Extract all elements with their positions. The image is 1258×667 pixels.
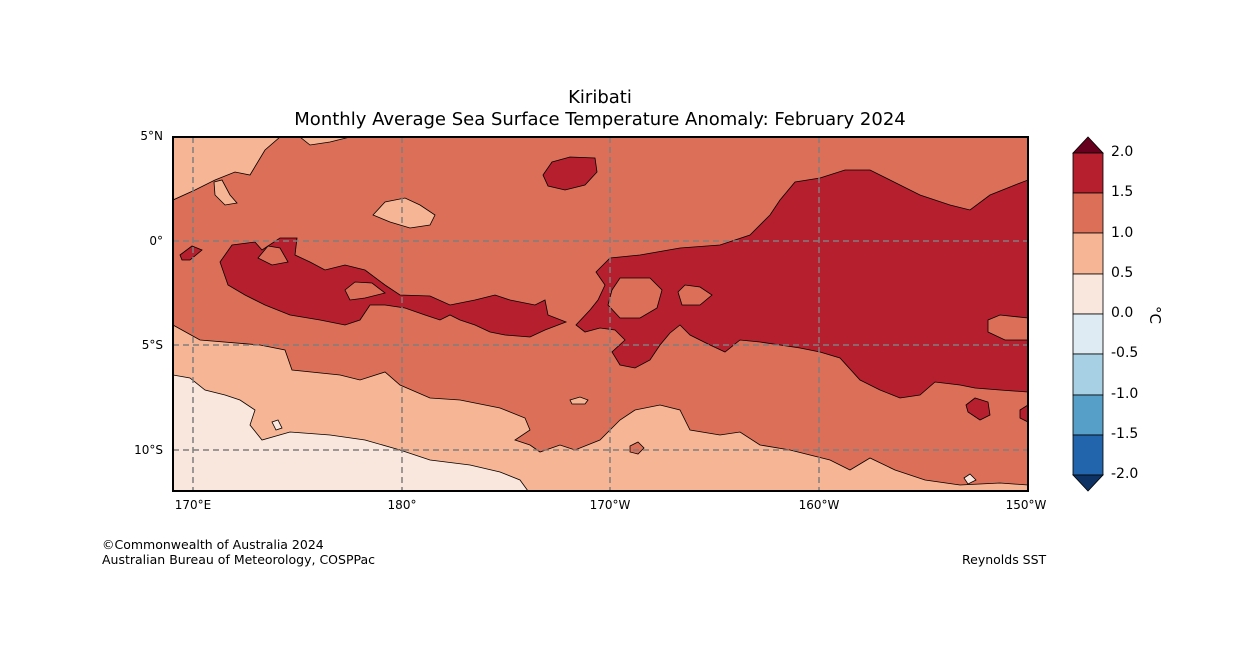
colorbar-label: -1.5 <box>1111 426 1139 442</box>
colorbar-1.5-2.0 <box>1072 152 1104 194</box>
lat-label-5s: 5°S <box>141 338 163 352</box>
anomaly-region-0.5-1.0 <box>372 197 436 229</box>
anomaly-field <box>173 137 1028 491</box>
lon-label-150w: 150°W <box>1005 498 1047 512</box>
colorbar-m0.5-0.0 <box>1072 313 1104 355</box>
anomaly-region-0.5-1.0 <box>569 396 589 405</box>
colorbar-label: -0.5 <box>1111 345 1139 361</box>
map-title: Kiribati <box>568 87 632 108</box>
anomaly-region-1.5-2.0 <box>542 156 598 191</box>
colorbar-label: 1.0 <box>1111 225 1134 241</box>
colorbar-0.5-1.0 <box>1072 232 1104 275</box>
lat-label-5n: 5°N <box>140 129 163 143</box>
graticule <box>173 137 1028 491</box>
anomaly-region-1.0-1.5 <box>629 441 645 455</box>
colorbar-label: 1.5 <box>1111 184 1134 200</box>
map-subtitle: Monthly Average Sea Surface Temperature … <box>294 109 906 130</box>
colorbar-label: -1.0 <box>1111 386 1139 402</box>
colorbar-over-arrow <box>1072 136 1104 154</box>
anomaly-region-0.5-1.0 <box>173 137 281 201</box>
anomaly-region-0.5-1.0 <box>213 179 238 206</box>
anomaly-region-1.0-1.5 <box>677 284 713 306</box>
anomaly-region-1.0-1.5 <box>607 277 663 319</box>
anomaly-region-0.5-1.0 <box>299 137 351 146</box>
anomaly-region-1.5-2.0 <box>179 245 203 261</box>
anomaly-region-1.0-1.5 <box>257 245 289 266</box>
colorbar-m1.0-m0.5 <box>1072 353 1104 396</box>
lon-label-160w: 160°W <box>798 498 840 512</box>
anomaly-region-1.5-2.0 <box>575 169 1028 399</box>
lon-label-170w: 170°W <box>589 498 631 512</box>
lat-label-0: 0° <box>149 234 163 248</box>
colorbar-under-arrow <box>1072 474 1104 492</box>
colorbar-unit: °C <box>1145 306 1164 324</box>
colorbar-m1.5-m1.0 <box>1072 394 1104 436</box>
colorbar-label: -2.0 <box>1111 466 1139 482</box>
colorbar-0.0-0.5 <box>1072 273 1104 315</box>
colorbar-1.0-1.5 <box>1072 192 1104 234</box>
colorbar-label: 0.0 <box>1111 305 1134 321</box>
colorbar-m2.0-m1.5 <box>1072 434 1104 476</box>
copyright-text: ©Commonwealth of Australia 2024 <box>102 537 324 552</box>
anomaly-region-0.0-0.5 <box>963 473 977 485</box>
anomaly-region-0.0-0.5 <box>271 419 283 431</box>
colorbar-label: 0.5 <box>1111 265 1134 281</box>
lon-label-180: 180° <box>387 498 417 512</box>
anomaly-region-1.5-2.0 <box>965 397 991 421</box>
anomaly-region-1.5-2.0 <box>1019 404 1028 423</box>
lat-label-10s: 10°S <box>134 443 163 457</box>
anomaly-region-1.0-1.5 <box>987 314 1028 341</box>
colorbar-label: 2.0 <box>1111 144 1134 160</box>
lon-label-170e: 170°E <box>174 498 212 512</box>
data-source-text: Reynolds SST <box>962 552 1047 567</box>
anomaly-region-0.0-0.5 <box>173 374 529 491</box>
colorbar <box>1072 136 1104 492</box>
map-frame <box>172 136 1029 492</box>
anomaly-region-1.5-2.0 <box>219 237 568 338</box>
anomaly-region-1.0-1.5 <box>344 281 386 301</box>
organization-text: Australian Bureau of Meteorology, COSPPa… <box>102 552 375 567</box>
